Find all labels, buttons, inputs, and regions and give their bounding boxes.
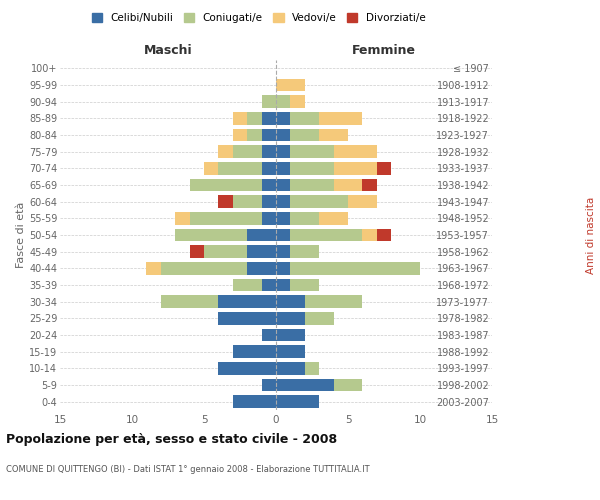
Bar — [247, 229, 276, 241]
Bar — [276, 296, 305, 308]
Bar — [319, 129, 348, 141]
Bar — [204, 246, 247, 258]
Bar — [290, 162, 334, 174]
Bar — [276, 262, 290, 274]
Bar — [190, 212, 262, 224]
Bar — [276, 212, 290, 224]
Bar — [247, 129, 262, 141]
Bar — [262, 196, 276, 208]
Bar — [290, 112, 319, 124]
Bar — [290, 96, 305, 108]
Bar — [276, 246, 290, 258]
Text: Femmine: Femmine — [352, 44, 416, 57]
Bar — [262, 179, 276, 192]
Bar — [348, 196, 377, 208]
Bar — [290, 212, 319, 224]
Bar — [262, 96, 276, 108]
Bar — [276, 196, 290, 208]
Bar — [204, 162, 218, 174]
Text: COMUNE DI QUITTENGO (BI) - Dati ISTAT 1° gennaio 2008 - Elaborazione TUTTITALIA.: COMUNE DI QUITTENGO (BI) - Dati ISTAT 1°… — [6, 466, 370, 474]
Bar — [218, 146, 233, 158]
Bar — [276, 346, 305, 358]
Bar — [262, 379, 276, 391]
Bar — [218, 296, 276, 308]
Bar — [290, 129, 319, 141]
Bar — [276, 312, 305, 324]
Bar — [362, 229, 377, 241]
Bar — [175, 212, 190, 224]
Bar — [305, 362, 319, 374]
Bar — [190, 246, 204, 258]
Bar — [262, 279, 276, 291]
Bar — [276, 179, 290, 192]
Bar — [161, 296, 218, 308]
Bar — [334, 179, 362, 192]
Bar — [290, 279, 319, 291]
Bar — [262, 112, 276, 124]
Bar — [290, 262, 420, 274]
Bar — [362, 179, 377, 192]
Bar — [276, 279, 290, 291]
Bar — [218, 312, 276, 324]
Bar — [290, 246, 319, 258]
Bar — [247, 246, 276, 258]
Bar — [334, 379, 362, 391]
Bar — [290, 179, 334, 192]
Bar — [190, 179, 262, 192]
Bar — [276, 229, 290, 241]
Bar — [276, 162, 290, 174]
Bar — [290, 146, 334, 158]
Bar — [290, 229, 362, 241]
Bar — [276, 396, 319, 408]
Bar — [377, 229, 391, 241]
Bar — [262, 212, 276, 224]
Bar — [233, 129, 247, 141]
Y-axis label: Fasce di età: Fasce di età — [16, 202, 26, 268]
Bar — [334, 146, 377, 158]
Bar — [262, 329, 276, 341]
Bar — [175, 229, 247, 241]
Bar — [276, 79, 305, 92]
Bar — [276, 146, 290, 158]
Bar — [276, 379, 334, 391]
Bar — [319, 112, 362, 124]
Bar — [233, 346, 276, 358]
Bar — [233, 112, 247, 124]
Bar — [247, 262, 276, 274]
Bar — [146, 262, 161, 274]
Bar — [247, 112, 262, 124]
Bar — [305, 296, 362, 308]
Bar — [262, 162, 276, 174]
Text: Anni di nascita: Anni di nascita — [586, 196, 596, 274]
Bar — [276, 329, 305, 341]
Bar — [218, 162, 262, 174]
Bar — [276, 96, 290, 108]
Bar — [262, 129, 276, 141]
Legend: Celibi/Nubili, Coniugati/e, Vedovi/e, Divorziati/e: Celibi/Nubili, Coniugati/e, Vedovi/e, Di… — [88, 9, 430, 28]
Bar — [218, 362, 276, 374]
Bar — [377, 162, 391, 174]
Bar — [233, 279, 262, 291]
Bar — [233, 396, 276, 408]
Bar — [233, 196, 262, 208]
Bar — [319, 212, 348, 224]
Bar — [161, 262, 247, 274]
Bar — [290, 196, 348, 208]
Bar — [305, 312, 334, 324]
Bar — [233, 146, 262, 158]
Bar — [276, 112, 290, 124]
Bar — [262, 146, 276, 158]
Bar — [276, 362, 305, 374]
Text: Popolazione per età, sesso e stato civile - 2008: Popolazione per età, sesso e stato civil… — [6, 432, 337, 446]
Text: Maschi: Maschi — [143, 44, 193, 57]
Bar — [334, 162, 377, 174]
Bar — [276, 129, 290, 141]
Bar — [218, 196, 233, 208]
